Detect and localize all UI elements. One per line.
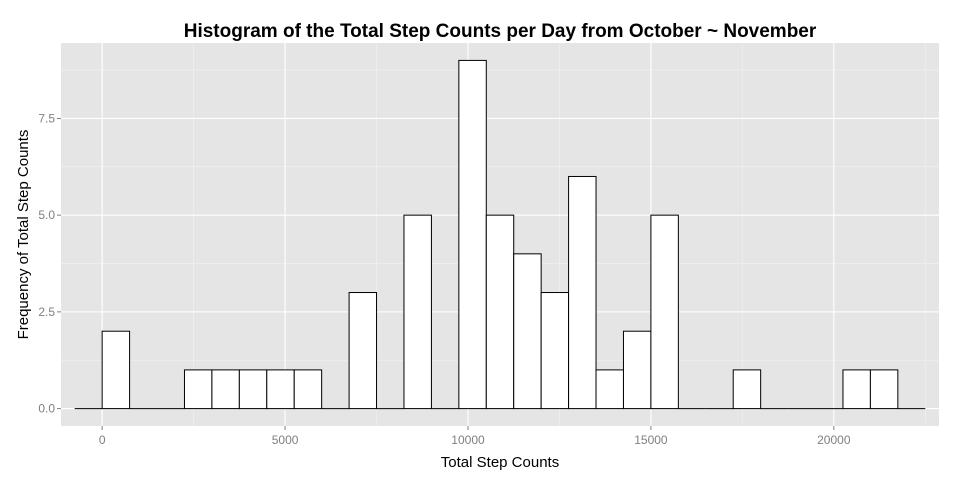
chart-title: Histogram of the Total Step Counts per D…: [183, 21, 817, 42]
y-axis-title: Frequency of Total Step Counts: [15, 130, 32, 340]
histogram-bar: [513, 253, 542, 410]
histogram-bar: [348, 292, 378, 410]
x-tick-label: 5000: [272, 433, 299, 447]
histogram-bars: [74, 59, 926, 410]
histogram-bar: [458, 59, 487, 410]
histogram-bar: [238, 369, 268, 410]
histogram-bar: [622, 330, 652, 410]
histogram-bar: [101, 330, 131, 410]
y-tick-label: 0.0: [38, 402, 55, 416]
histogram-bar: [183, 369, 213, 410]
histogram-bar: [403, 214, 432, 410]
y-tick-label: 5.0: [38, 208, 55, 222]
histogram-bar: [595, 369, 624, 410]
x-tick-label: 10000: [451, 433, 485, 447]
histogram-bar: [650, 214, 679, 410]
y-tick-label: 2.5: [38, 305, 55, 319]
histogram-bar: [732, 369, 762, 410]
histogram-bar: [266, 369, 295, 410]
histogram-bar: [211, 369, 240, 410]
histogram-bar: [485, 214, 515, 410]
histogram-bar: [540, 292, 570, 410]
histogram-bar: [568, 175, 597, 410]
y-axis-ticks: 0.0 2.5 5.0 7.5: [38, 111, 61, 416]
histogram-bar: [869, 369, 899, 410]
y-tick-label: 7.5: [38, 111, 55, 125]
x-tick-label: 15000: [634, 433, 668, 447]
x-axis-title: Total Step Counts: [441, 454, 559, 471]
x-tick-label: 0: [99, 433, 106, 447]
histogram-bar: [293, 369, 323, 410]
histogram-bar: [842, 369, 871, 410]
x-axis-ticks: 0 5000 10000 15000 20000: [99, 426, 851, 447]
x-tick-label: 20000: [817, 433, 851, 447]
